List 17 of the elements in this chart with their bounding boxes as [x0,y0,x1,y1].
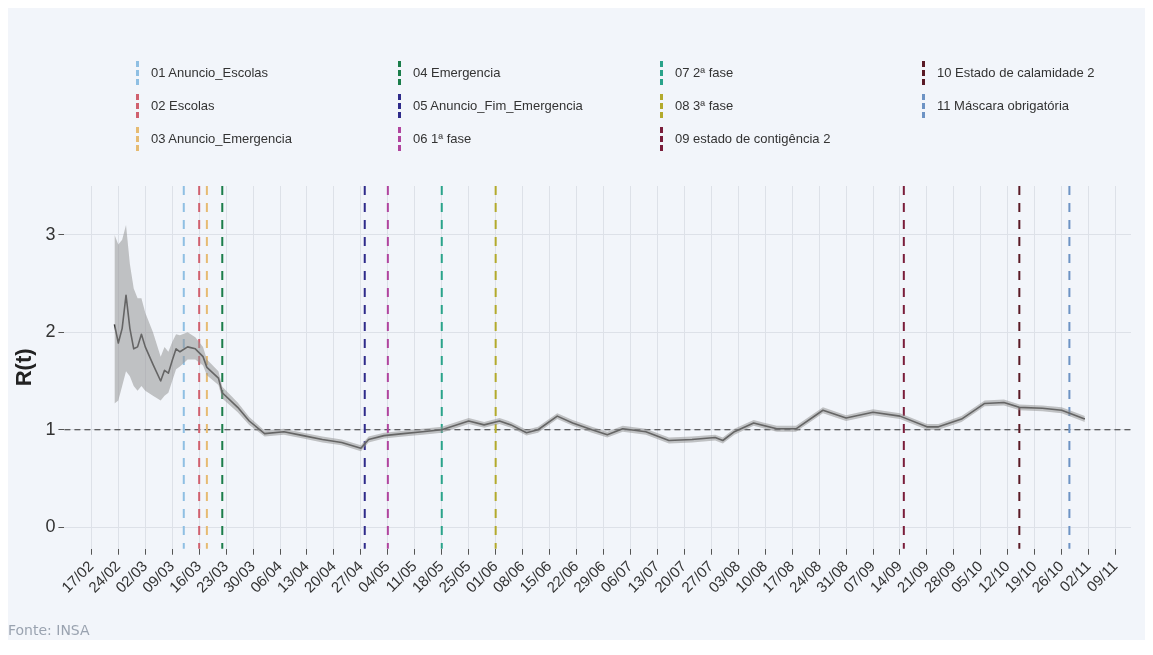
legend-label: 01 Anuncio_Escolas [151,65,269,80]
legend-label: 11 Máscara obrigatória [937,98,1069,113]
y-tick-label: 3 [45,223,56,244]
legend-label: 05 Anuncio_Fim_Emergencia [413,98,583,113]
ref-line-label: 10 Estado de calamidade 2 [937,65,1095,80]
y-tick-label: 0 [45,516,56,537]
y-tick-label: 1 [45,418,56,439]
legend-label: 09 estado de contigência 2 [675,131,831,146]
legend-label: 03 Anuncio_Emergencia [151,131,292,146]
y-tick-label: 2 [45,321,56,342]
legend-label: 07 2ª fase [675,65,734,80]
legend-label: 02 Escolas [151,98,215,113]
legend-label: 08 3ª fase [675,98,734,113]
y-axis-title: R(t) [11,348,37,387]
legend-label: 04 Emergencia [413,65,501,80]
legend-label: 06 1ª fase [413,131,472,146]
source-note: Fonte: INSA [8,621,91,638]
